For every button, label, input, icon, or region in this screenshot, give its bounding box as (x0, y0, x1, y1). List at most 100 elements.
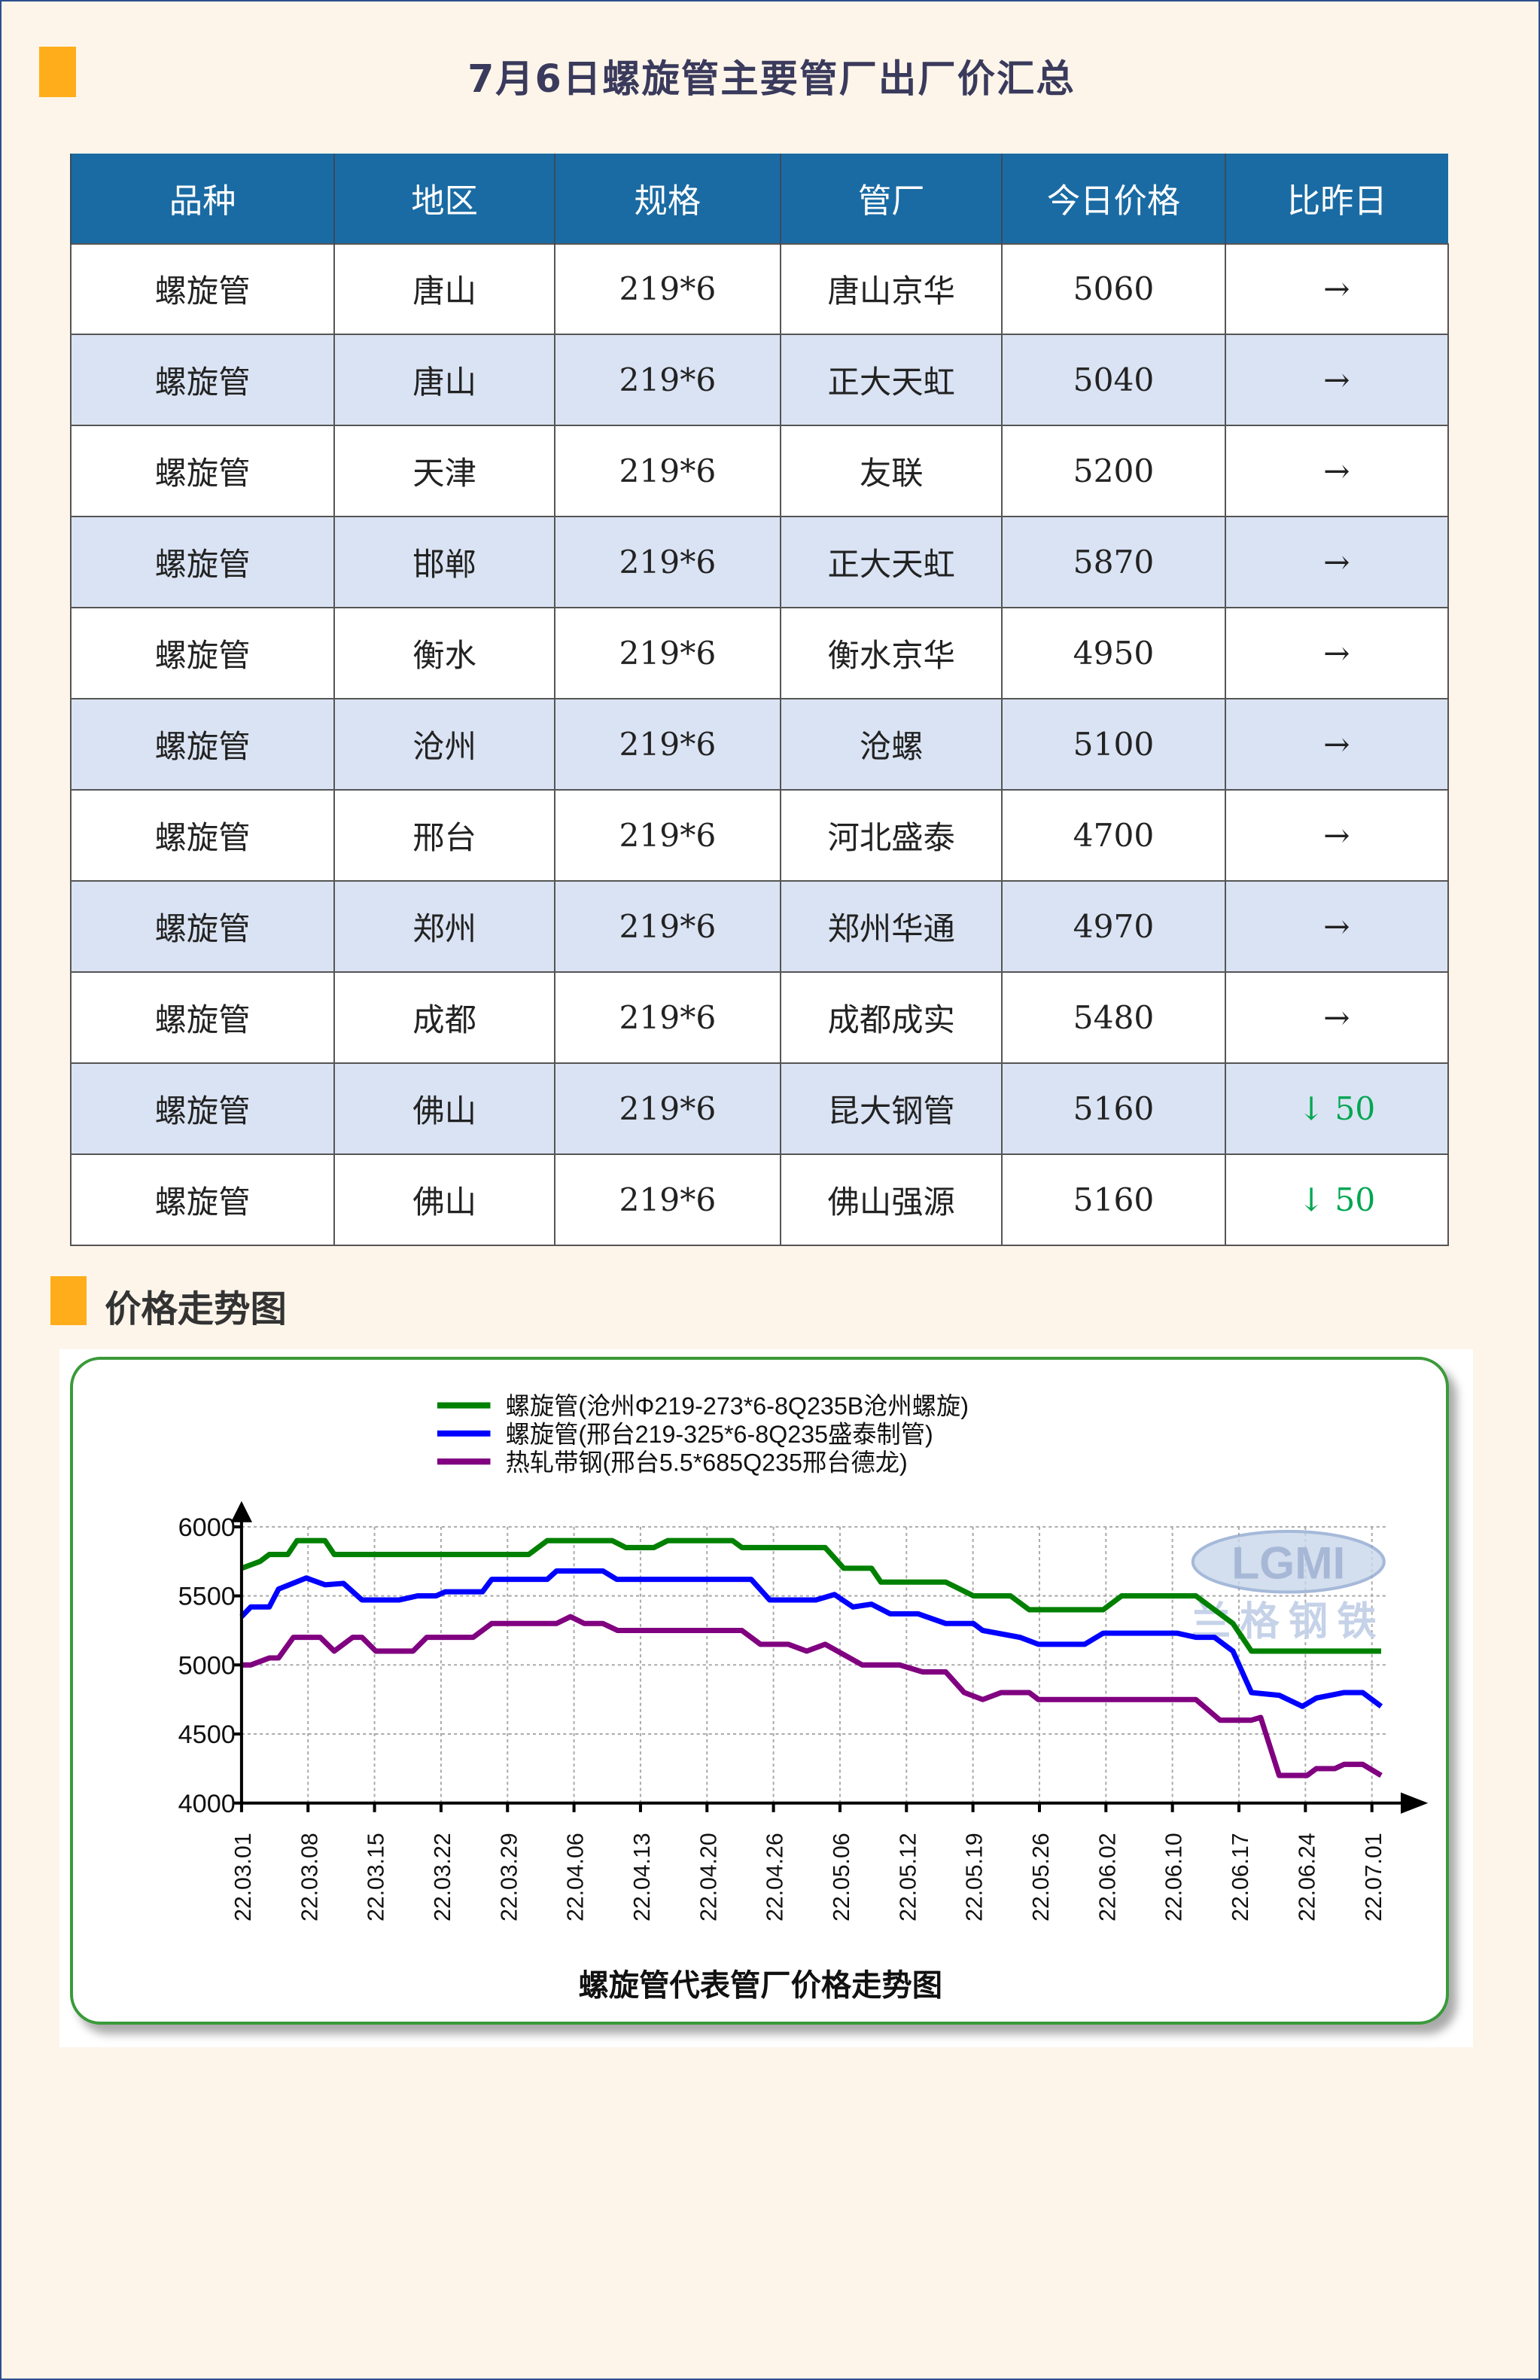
region-cell: 衡水 (333, 607, 555, 700)
variety-cell: 螺旋管 (69, 971, 336, 1064)
mill-cell: 友联 (780, 425, 1003, 518)
x-tick-label: 22.06.10 (1161, 1833, 1186, 1921)
chart-svg: LGMI 兰格钢铁 4000 4500 5000 5500 6000 22.03.01 22… (178, 1393, 1428, 2003)
section-accent-bar (50, 1276, 87, 1325)
price-cell: 5100 (1001, 698, 1226, 791)
price-cell: 4970 (1001, 879, 1226, 973)
table-row: 螺旋管 郑州 219*6 郑州华通 4970 → (69, 879, 1449, 973)
column-header: 管厂 (780, 153, 1003, 244)
x-tick-label: 22.06.24 (1295, 1833, 1319, 1921)
mill-cell: 沧螺 (780, 698, 1003, 791)
spec-cell: 219*6 (553, 425, 782, 518)
y-tick-label: 6000 (178, 1513, 235, 1542)
variety-cell: 螺旋管 (69, 607, 336, 700)
variety-cell: 螺旋管 (69, 1062, 336, 1155)
x-tick-label: 22.05.26 (1029, 1833, 1054, 1921)
x-tick-label: 22.05.12 (896, 1833, 921, 1921)
price-cell: 5040 (1001, 334, 1226, 427)
change-cell: → (1224, 607, 1449, 700)
price-cell: 4950 (1001, 607, 1226, 700)
price-cell: 5160 (1001, 1153, 1226, 1246)
variety-cell: 螺旋管 (69, 1153, 336, 1246)
table-row: 螺旋管 邯郸 219*6 正大天虹 5870 → (69, 516, 1449, 609)
variety-cell: 螺旋管 (69, 425, 336, 518)
x-tick-label: 22.06.02 (1095, 1833, 1120, 1921)
x-tick-label: 22.07.01 (1361, 1833, 1386, 1921)
legend-label: 螺旋管(邢台219-325*6-8Q235盛泰制管) (505, 1421, 933, 1448)
x-tick-label: 22.04.20 (696, 1833, 721, 1921)
change-cell: → (1224, 879, 1449, 973)
spec-cell: 219*6 (553, 516, 782, 609)
price-trend-chart: LGMI 兰格钢铁 4000 4500 5000 5500 6000 22.03.01 22… (59, 1349, 1474, 2048)
change-cell: ↓ 50 (1224, 1062, 1449, 1155)
table-row: 螺旋管 唐山 219*6 正大天虹 5040 → (69, 334, 1449, 427)
mill-cell: 正大天虹 (780, 516, 1003, 609)
spec-cell: 219*6 (553, 334, 782, 427)
x-axis-arrow (1400, 1792, 1428, 1814)
price-cell: 5060 (1001, 242, 1226, 336)
x-tick-label: 22.03.22 (431, 1833, 455, 1921)
region-cell: 郑州 (333, 879, 555, 973)
series-line-2 (239, 1568, 1383, 1709)
change-cell: → (1224, 516, 1449, 609)
table-row: 螺旋管 天津 219*6 友联 5200 → (69, 425, 1449, 518)
table-row: 螺旋管 成都 219*6 成都成实 5480 → (69, 971, 1449, 1064)
x-tick-label: 22.03.15 (364, 1833, 388, 1921)
spec-cell: 219*6 (553, 1153, 782, 1246)
change-cell: ↓ 50 (1224, 1153, 1449, 1246)
y-tick-label: 4500 (178, 1720, 235, 1749)
change-cell: → (1224, 789, 1449, 882)
y-axis-arrow (230, 1501, 252, 1522)
series-line-1 (240, 1537, 1381, 1654)
y-tick-label: 4000 (178, 1790, 235, 1818)
change-cell: → (1224, 242, 1449, 336)
spec-cell: 219*6 (553, 698, 782, 791)
watermark-text: 兰格钢铁 (1191, 1600, 1385, 1644)
region-cell: 唐山 (333, 334, 555, 427)
table-row: 螺旋管 邢台 219*6 河北盛泰 4700 → (69, 789, 1449, 882)
variety-cell: 螺旋管 (69, 516, 336, 609)
legend-label: 螺旋管(沧州Φ219-273*6-8Q235B沧州螺旋) (505, 1393, 968, 1420)
change-cell: → (1224, 334, 1449, 427)
spec-cell: 219*6 (553, 607, 782, 700)
y-tick-label: 5000 (178, 1651, 235, 1680)
table-row: 螺旋管 沧州 219*6 沧螺 5100 → (69, 698, 1449, 791)
column-header: 地区 (333, 153, 555, 244)
mill-cell: 衡水京华 (780, 607, 1003, 700)
watermark-logo: LGMI 兰格钢铁 (1191, 1529, 1386, 1644)
table-header-row: 品种 地区 规格 管厂 今日价格 比昨日 (69, 153, 1448, 244)
variety-cell: 螺旋管 (69, 879, 336, 973)
chart-frame (69, 1357, 1449, 2025)
column-header: 比昨日 (1224, 153, 1448, 244)
spec-cell: 219*6 (553, 789, 782, 882)
table-row: 螺旋管 唐山 219*6 唐山京华 5060 → (69, 242, 1449, 336)
series-line-3 (241, 1614, 1383, 1778)
mill-cell: 河北盛泰 (780, 789, 1003, 882)
spec-cell: 219*6 (553, 879, 782, 973)
price-cell: 5160 (1001, 1062, 1226, 1155)
price-cell: 5480 (1001, 971, 1226, 1064)
x-tick-label: 22.04.13 (630, 1833, 655, 1921)
price-table: 品种 地区 规格 管厂 今日价格 比昨日 螺旋管 唐山 219*6 唐山京华 5060 → 螺旋管 唐山… (69, 153, 1449, 1246)
mill-cell: 唐山京华 (780, 242, 1003, 336)
region-cell: 唐山 (333, 242, 555, 336)
variety-cell: 螺旋管 (69, 698, 336, 791)
change-cell: → (1224, 971, 1449, 1064)
y-tick-label: 5500 (178, 1583, 235, 1611)
x-tick-label: 22.04.06 (563, 1833, 588, 1921)
table-row: 螺旋管 衡水 219*6 衡水京华 4950 → (69, 607, 1449, 700)
change-cell: → (1224, 698, 1449, 791)
legend-label: 热轧带钢(邢台5.5*685Q235邢台德龙) (505, 1449, 907, 1476)
region-cell: 佛山 (333, 1153, 555, 1246)
column-header: 品种 (69, 153, 335, 244)
x-tick-label: 22.03.29 (497, 1833, 522, 1921)
table-row: 螺旋管 佛山 219*6 佛山强源 5160 ↓ 50 (69, 1153, 1449, 1246)
x-tick-label: 22.05.06 (829, 1833, 854, 1921)
page-title: 7月6日螺旋管主要管厂出厂价汇总 (467, 56, 1076, 102)
variety-cell: 螺旋管 (69, 334, 336, 427)
spec-cell: 219*6 (553, 971, 782, 1064)
x-tick-label: 22.04.26 (762, 1833, 787, 1921)
title-accent-bar (39, 47, 76, 97)
region-cell: 天津 (333, 425, 555, 518)
